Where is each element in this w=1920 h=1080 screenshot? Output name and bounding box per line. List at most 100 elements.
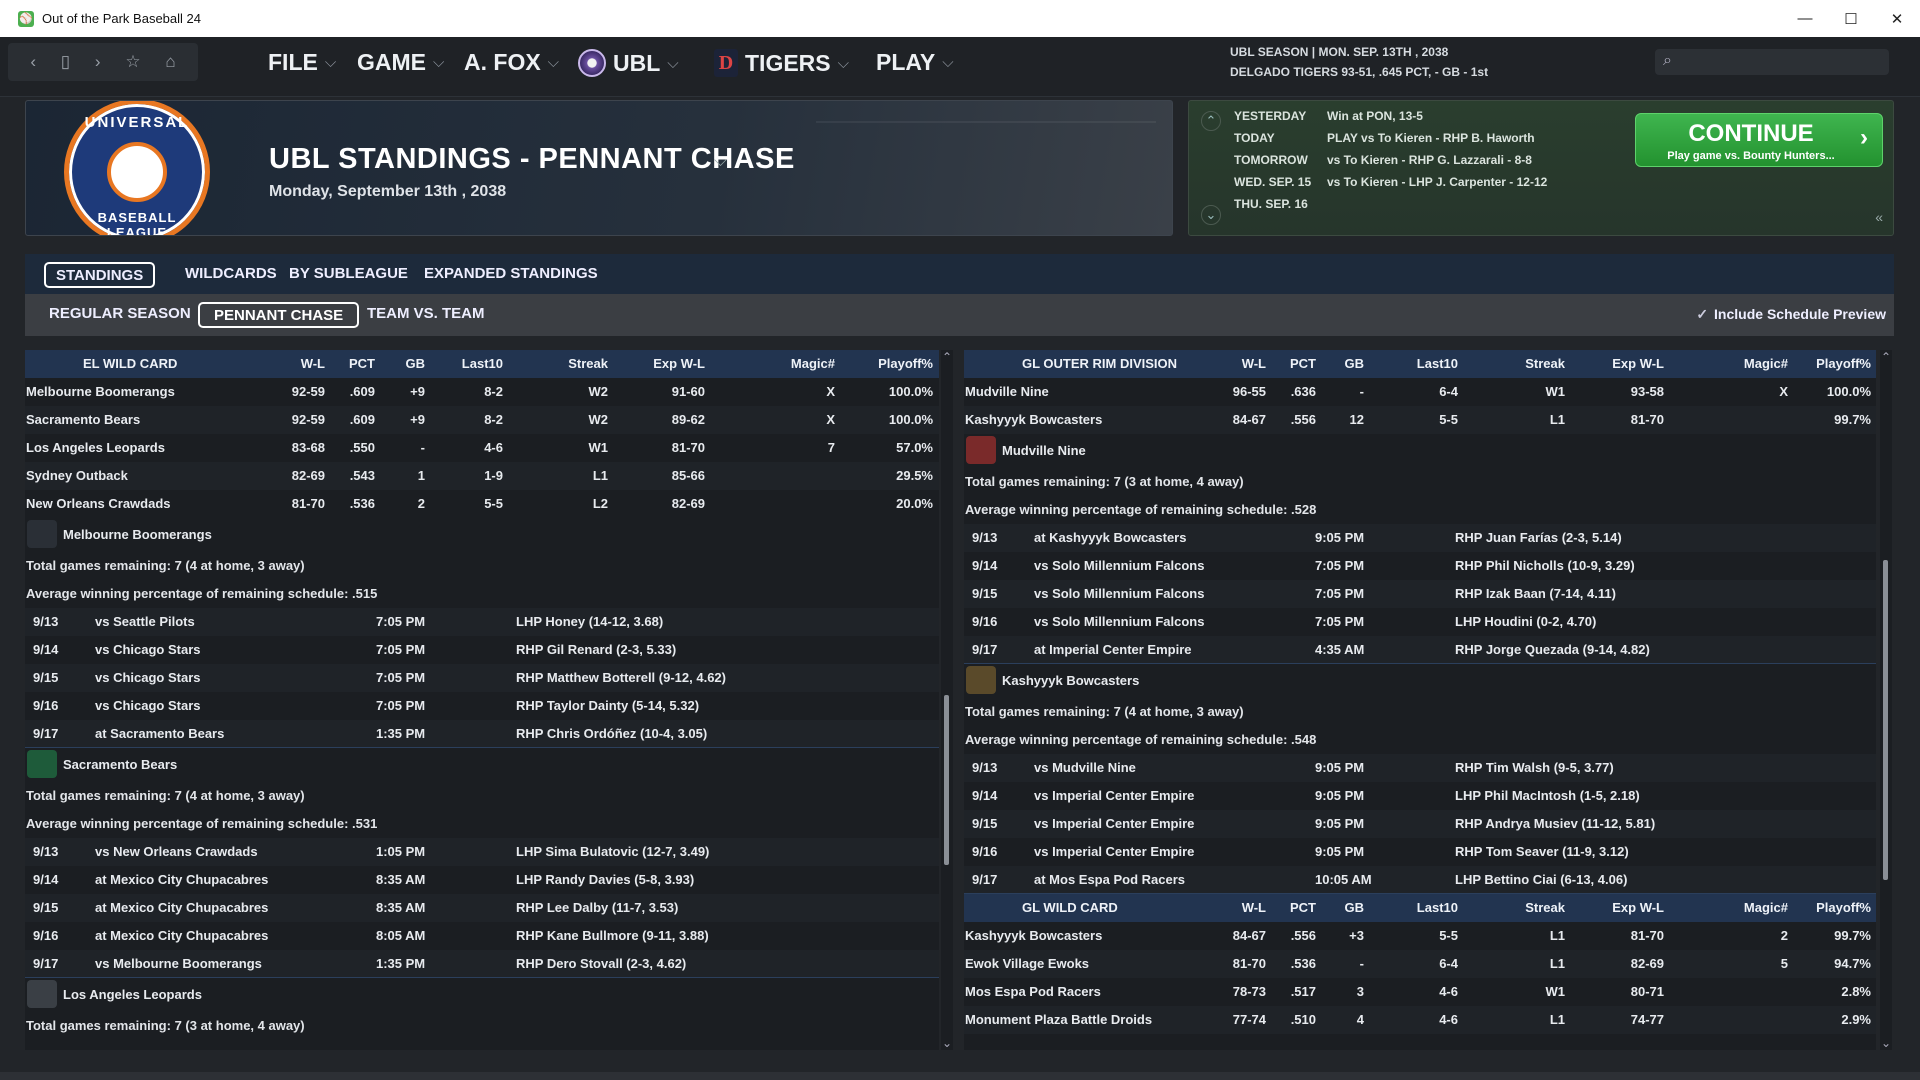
menu-manager[interactable]: A. FOX ⌵ — [464, 49, 559, 76]
probable-pitcher[interactable]: LHP Sima Bulatovic (12-7, 3.49) — [516, 844, 710, 859]
page-icon[interactable]: ▯ — [60, 52, 71, 71]
forward-icon[interactable]: › — [94, 52, 101, 71]
column-header[interactable]: Magic# — [1743, 356, 1788, 371]
column-header[interactable]: Playoff% — [1816, 900, 1871, 915]
collapse-icon[interactable]: « — [1875, 209, 1883, 225]
probable-pitcher[interactable]: LHP Phil MacIntosh (1-5, 2.18) — [1455, 788, 1640, 803]
team-name[interactable]: Kashyyyk Bowcasters — [965, 928, 1103, 943]
column-header[interactable]: Magic# — [790, 356, 835, 371]
right-scrollbar[interactable]: ⌃ ⌄ — [1880, 350, 1892, 1050]
schedule-game-row[interactable]: 9/15 vs Solo Millennium Falcons 7:05 PM RHP… — [964, 580, 1876, 608]
column-header[interactable]: PCT — [349, 356, 375, 371]
tab-by-subleague[interactable]: BY SUBLEAGUE — [289, 265, 408, 282]
probable-pitcher[interactable]: LHP Randy Davies (5-8, 3.93) — [516, 872, 695, 887]
scroll-up-icon[interactable]: ⌃ — [1880, 350, 1892, 364]
right-standings-panel[interactable]: GL OUTER RIM DIVISION W-L PCT GB Last10 Strea… — [964, 350, 1876, 1050]
game-opponent[interactable]: at Mos Espa Pod Racers — [1034, 872, 1185, 887]
menu-file[interactable]: FILE ⌵ — [268, 49, 336, 76]
team-name[interactable]: Kashyyyk Bowcasters — [965, 412, 1103, 427]
column-header[interactable]: W-L — [300, 356, 325, 371]
search-input[interactable]: ⌕ — [1655, 49, 1889, 75]
chevron-down-icon[interactable]: ⌵ — [714, 151, 727, 170]
column-header[interactable]: GB — [1344, 900, 1365, 915]
probable-pitcher[interactable]: RHP Dero Stovall (2-3, 4.62) — [516, 956, 687, 971]
team-name[interactable]: Sydney Outback — [26, 468, 128, 483]
team-section-name[interactable]: Melbourne Boomerangs — [63, 527, 212, 542]
column-header[interactable]: PCT — [1290, 900, 1316, 915]
schedule-game-row[interactable]: 9/13 at Kashyyyk Bowcasters 9:05 PM RHP Jua… — [964, 524, 1876, 552]
scroll-up-icon[interactable]: ⌃ — [1201, 111, 1221, 131]
probable-pitcher[interactable]: RHP Gil Renard (2-3, 5.33) — [516, 642, 677, 657]
column-header[interactable]: Exp W-L — [1612, 900, 1664, 915]
game-opponent[interactable]: vs Mudville Nine — [1034, 760, 1136, 775]
schedule-game-row[interactable]: 9/17 vs Melbourne Boomerangs 1:35 PM RHP De… — [25, 950, 939, 978]
tab-regular-season[interactable]: REGULAR SEASON — [49, 305, 191, 322]
team-name[interactable]: Ewok Village Ewoks — [965, 956, 1090, 971]
schedule-preview-checkbox[interactable]: ✓ Include Schedule Preview — [1696, 306, 1886, 323]
schedule-game-row[interactable]: 9/15 at Mexico City Chupacabres 8:35 AM RHP… — [25, 894, 939, 922]
schedule-game-row[interactable]: 9/13 vs Mudville Nine 9:05 PM RHP Tim Walsh… — [964, 754, 1876, 782]
probable-pitcher[interactable]: RHP Phil Nicholls (10-9, 3.29) — [1455, 558, 1635, 573]
schedule-game-row[interactable]: 9/15 vs Imperial Center Empire 9:05 PM RHP … — [964, 810, 1876, 838]
table-row[interactable]: Monument Plaza Battle Droids 77-74 .510 4 4-… — [964, 1006, 1876, 1034]
star-icon[interactable]: ☆ — [125, 52, 141, 71]
game-opponent[interactable]: vs Chicago Stars — [95, 698, 201, 713]
schedule-game-row[interactable]: 9/16 vs Chicago Stars 7:05 PM RHP Taylor Da… — [25, 692, 939, 720]
column-header[interactable]: PCT — [1290, 356, 1316, 371]
probable-pitcher[interactable]: RHP Andrya Musiev (11-12, 5.81) — [1455, 816, 1656, 831]
team-name[interactable]: Sacramento Bears — [26, 412, 141, 427]
probable-pitcher[interactable]: RHP Izak Baan (7-14, 4.11) — [1455, 586, 1616, 601]
probable-pitcher[interactable]: RHP Juan Farías (2-3, 5.14) — [1455, 530, 1622, 545]
team-name[interactable]: Monument Plaza Battle Droids — [965, 1012, 1153, 1027]
probable-pitcher[interactable]: RHP Tom Seaver (11-9, 3.12) — [1455, 844, 1629, 859]
minimize-button[interactable]: — — [1797, 10, 1813, 27]
column-header[interactable]: Streak — [1525, 900, 1565, 915]
game-opponent[interactable]: vs Imperial Center Empire — [1034, 816, 1195, 831]
game-opponent[interactable]: at Imperial Center Empire — [1034, 642, 1192, 657]
schedule-game-row[interactable]: 9/13 vs Seattle Pilots 7:05 PM LHP Honey (1… — [25, 608, 939, 636]
schedule-game-row[interactable]: 9/15 vs Chicago Stars 7:05 PM RHP Matthew B… — [25, 664, 939, 692]
game-opponent[interactable]: vs Chicago Stars — [95, 670, 201, 685]
column-header[interactable]: GB — [1344, 356, 1365, 371]
schedule-game-row[interactable]: 9/14 vs Solo Millennium Falcons 7:05 PM RHP… — [964, 552, 1876, 580]
tab-team-vs-team[interactable]: TEAM VS. TEAM — [367, 305, 485, 322]
table-row[interactable]: Mudville Nine 96-55 .636 - 6-4 W1 93-58 X 100.0% — [964, 378, 1876, 406]
probable-pitcher[interactable]: LHP Houdini (0-2, 4.70) — [1455, 614, 1597, 629]
home-icon[interactable]: ⌂ — [165, 52, 176, 71]
game-opponent[interactable]: at Mexico City Chupacabres — [95, 872, 269, 887]
column-header[interactable]: Last10 — [1416, 900, 1458, 915]
game-opponent[interactable]: vs Chicago Stars — [95, 642, 201, 657]
scroll-down-icon[interactable]: ⌄ — [1201, 205, 1221, 225]
table-row[interactable]: Los Angeles Leopards 83-68 .550 - 4-6 W1 81-70… — [25, 434, 939, 462]
probable-pitcher[interactable]: RHP Kane Bullmore (9-11, 3.88) — [516, 928, 709, 943]
column-header[interactable]: Exp W-L — [1612, 356, 1664, 371]
scroll-up-icon[interactable]: ⌃ — [941, 350, 953, 364]
game-opponent[interactable]: at Sacramento Bears — [95, 726, 225, 741]
team-section-name[interactable]: Mudville Nine — [1002, 443, 1086, 458]
tab-expanded-standings[interactable]: EXPANDED STANDINGS — [424, 265, 598, 282]
game-opponent[interactable]: vs Solo Millennium Falcons — [1034, 586, 1205, 601]
game-opponent[interactable]: vs Melbourne Boomerangs — [95, 956, 262, 971]
schedule-game-row[interactable]: 9/13 vs New Orleans Crawdads 1:05 PM LHP Si… — [25, 838, 939, 866]
probable-pitcher[interactable]: LHP Bettino Ciai (6-13, 4.06) — [1455, 872, 1628, 887]
team-name[interactable]: Mos Espa Pod Racers — [965, 984, 1101, 999]
menu-league[interactable]: UBL ⌵ — [578, 49, 679, 77]
schedule-game-row[interactable]: 9/17 at Mos Espa Pod Racers 10:05 AM LHP Be… — [964, 866, 1876, 894]
menu-team[interactable]: D TIGERS ⌵ — [714, 49, 849, 77]
page-title[interactable]: UBL STANDINGS - PENNANT CHASE — [269, 143, 795, 175]
schedule-game-row[interactable]: 9/16 vs Solo Millennium Falcons 7:05 PM LHP… — [964, 608, 1876, 636]
team-section-name[interactable]: Los Angeles Leopards — [63, 987, 202, 1002]
table-row[interactable]: Kashyyyk Bowcasters 84-67 .556 12 5-5 L1 81-70… — [964, 406, 1876, 434]
probable-pitcher[interactable]: RHP Tim Walsh (9-5, 3.77) — [1455, 760, 1614, 775]
column-header[interactable]: Streak — [568, 356, 608, 371]
tab-pennant-chase[interactable]: PENNANT CHASE — [198, 302, 360, 328]
scroll-down-icon[interactable]: ⌄ — [941, 1036, 953, 1050]
maximize-button[interactable]: ☐ — [1844, 10, 1858, 28]
table-row[interactable]: Sydney Outback 82-69 .543 1 1-9 L1 85-66 29.5% — [25, 462, 939, 490]
schedule-game-row[interactable]: 9/17 at Imperial Center Empire 4:35 AM RHP … — [964, 636, 1876, 664]
team-name[interactable]: Los Angeles Leopards — [26, 440, 165, 455]
team-section-name[interactable]: Kashyyyk Bowcasters — [1002, 673, 1140, 688]
game-opponent[interactable]: vs Seattle Pilots — [95, 614, 195, 629]
tab-wildcards[interactable]: WILDCARDS — [185, 265, 277, 282]
schedule-game-row[interactable]: 9/14 vs Imperial Center Empire 9:05 PM LHP … — [964, 782, 1876, 810]
